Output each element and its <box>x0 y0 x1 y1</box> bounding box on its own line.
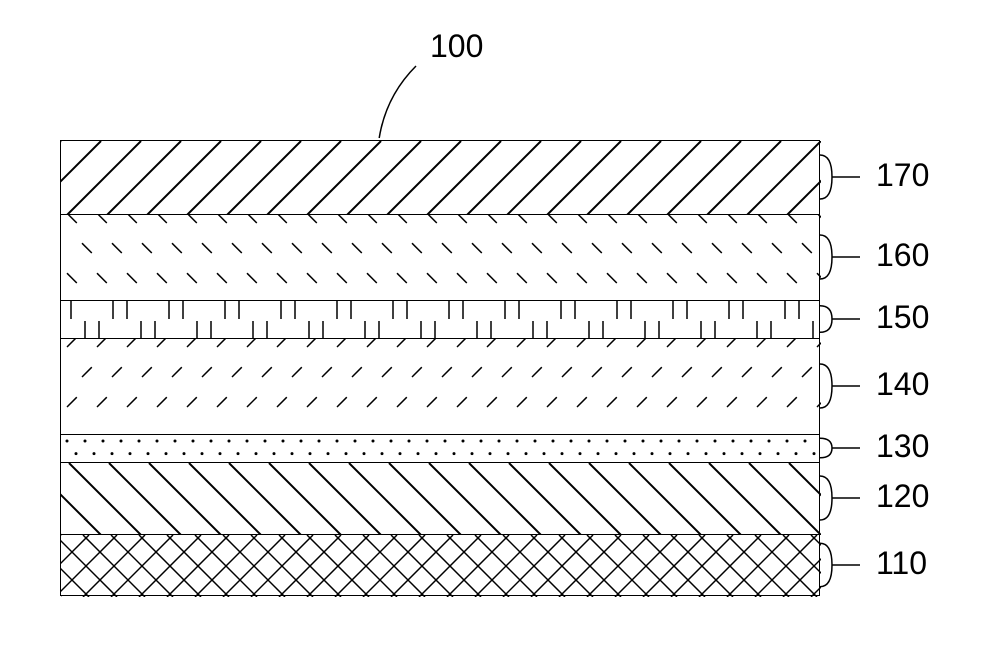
layer-label-130: 130 <box>876 428 929 465</box>
layer-140 <box>60 338 820 434</box>
layer-150 <box>60 300 820 338</box>
layer-stack-diagram <box>60 140 820 596</box>
assembly-label: 100 <box>430 28 483 65</box>
layer-110 <box>60 534 820 596</box>
layer-120 <box>60 462 820 534</box>
layer-label-110: 110 <box>876 545 927 582</box>
layer-170 <box>60 140 820 214</box>
layer-label-170: 170 <box>876 157 929 194</box>
layer-label-140: 140 <box>876 366 929 403</box>
layer-label-160: 160 <box>876 237 929 274</box>
layer-label-150: 150 <box>876 299 929 336</box>
layer-label-120: 120 <box>876 478 929 515</box>
layer-130 <box>60 434 820 462</box>
layer-160 <box>60 214 820 300</box>
